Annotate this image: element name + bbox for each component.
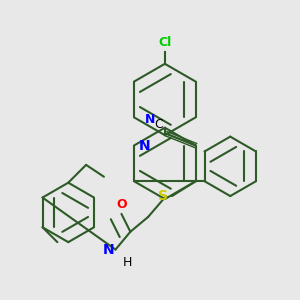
Text: S: S [158,189,167,203]
Text: N: N [138,139,150,152]
Text: O: O [116,198,127,211]
Text: N: N [145,113,155,126]
Text: N: N [102,243,114,256]
Text: Cl: Cl [158,36,172,49]
Text: H: H [123,256,132,268]
Text: C: C [154,118,163,131]
